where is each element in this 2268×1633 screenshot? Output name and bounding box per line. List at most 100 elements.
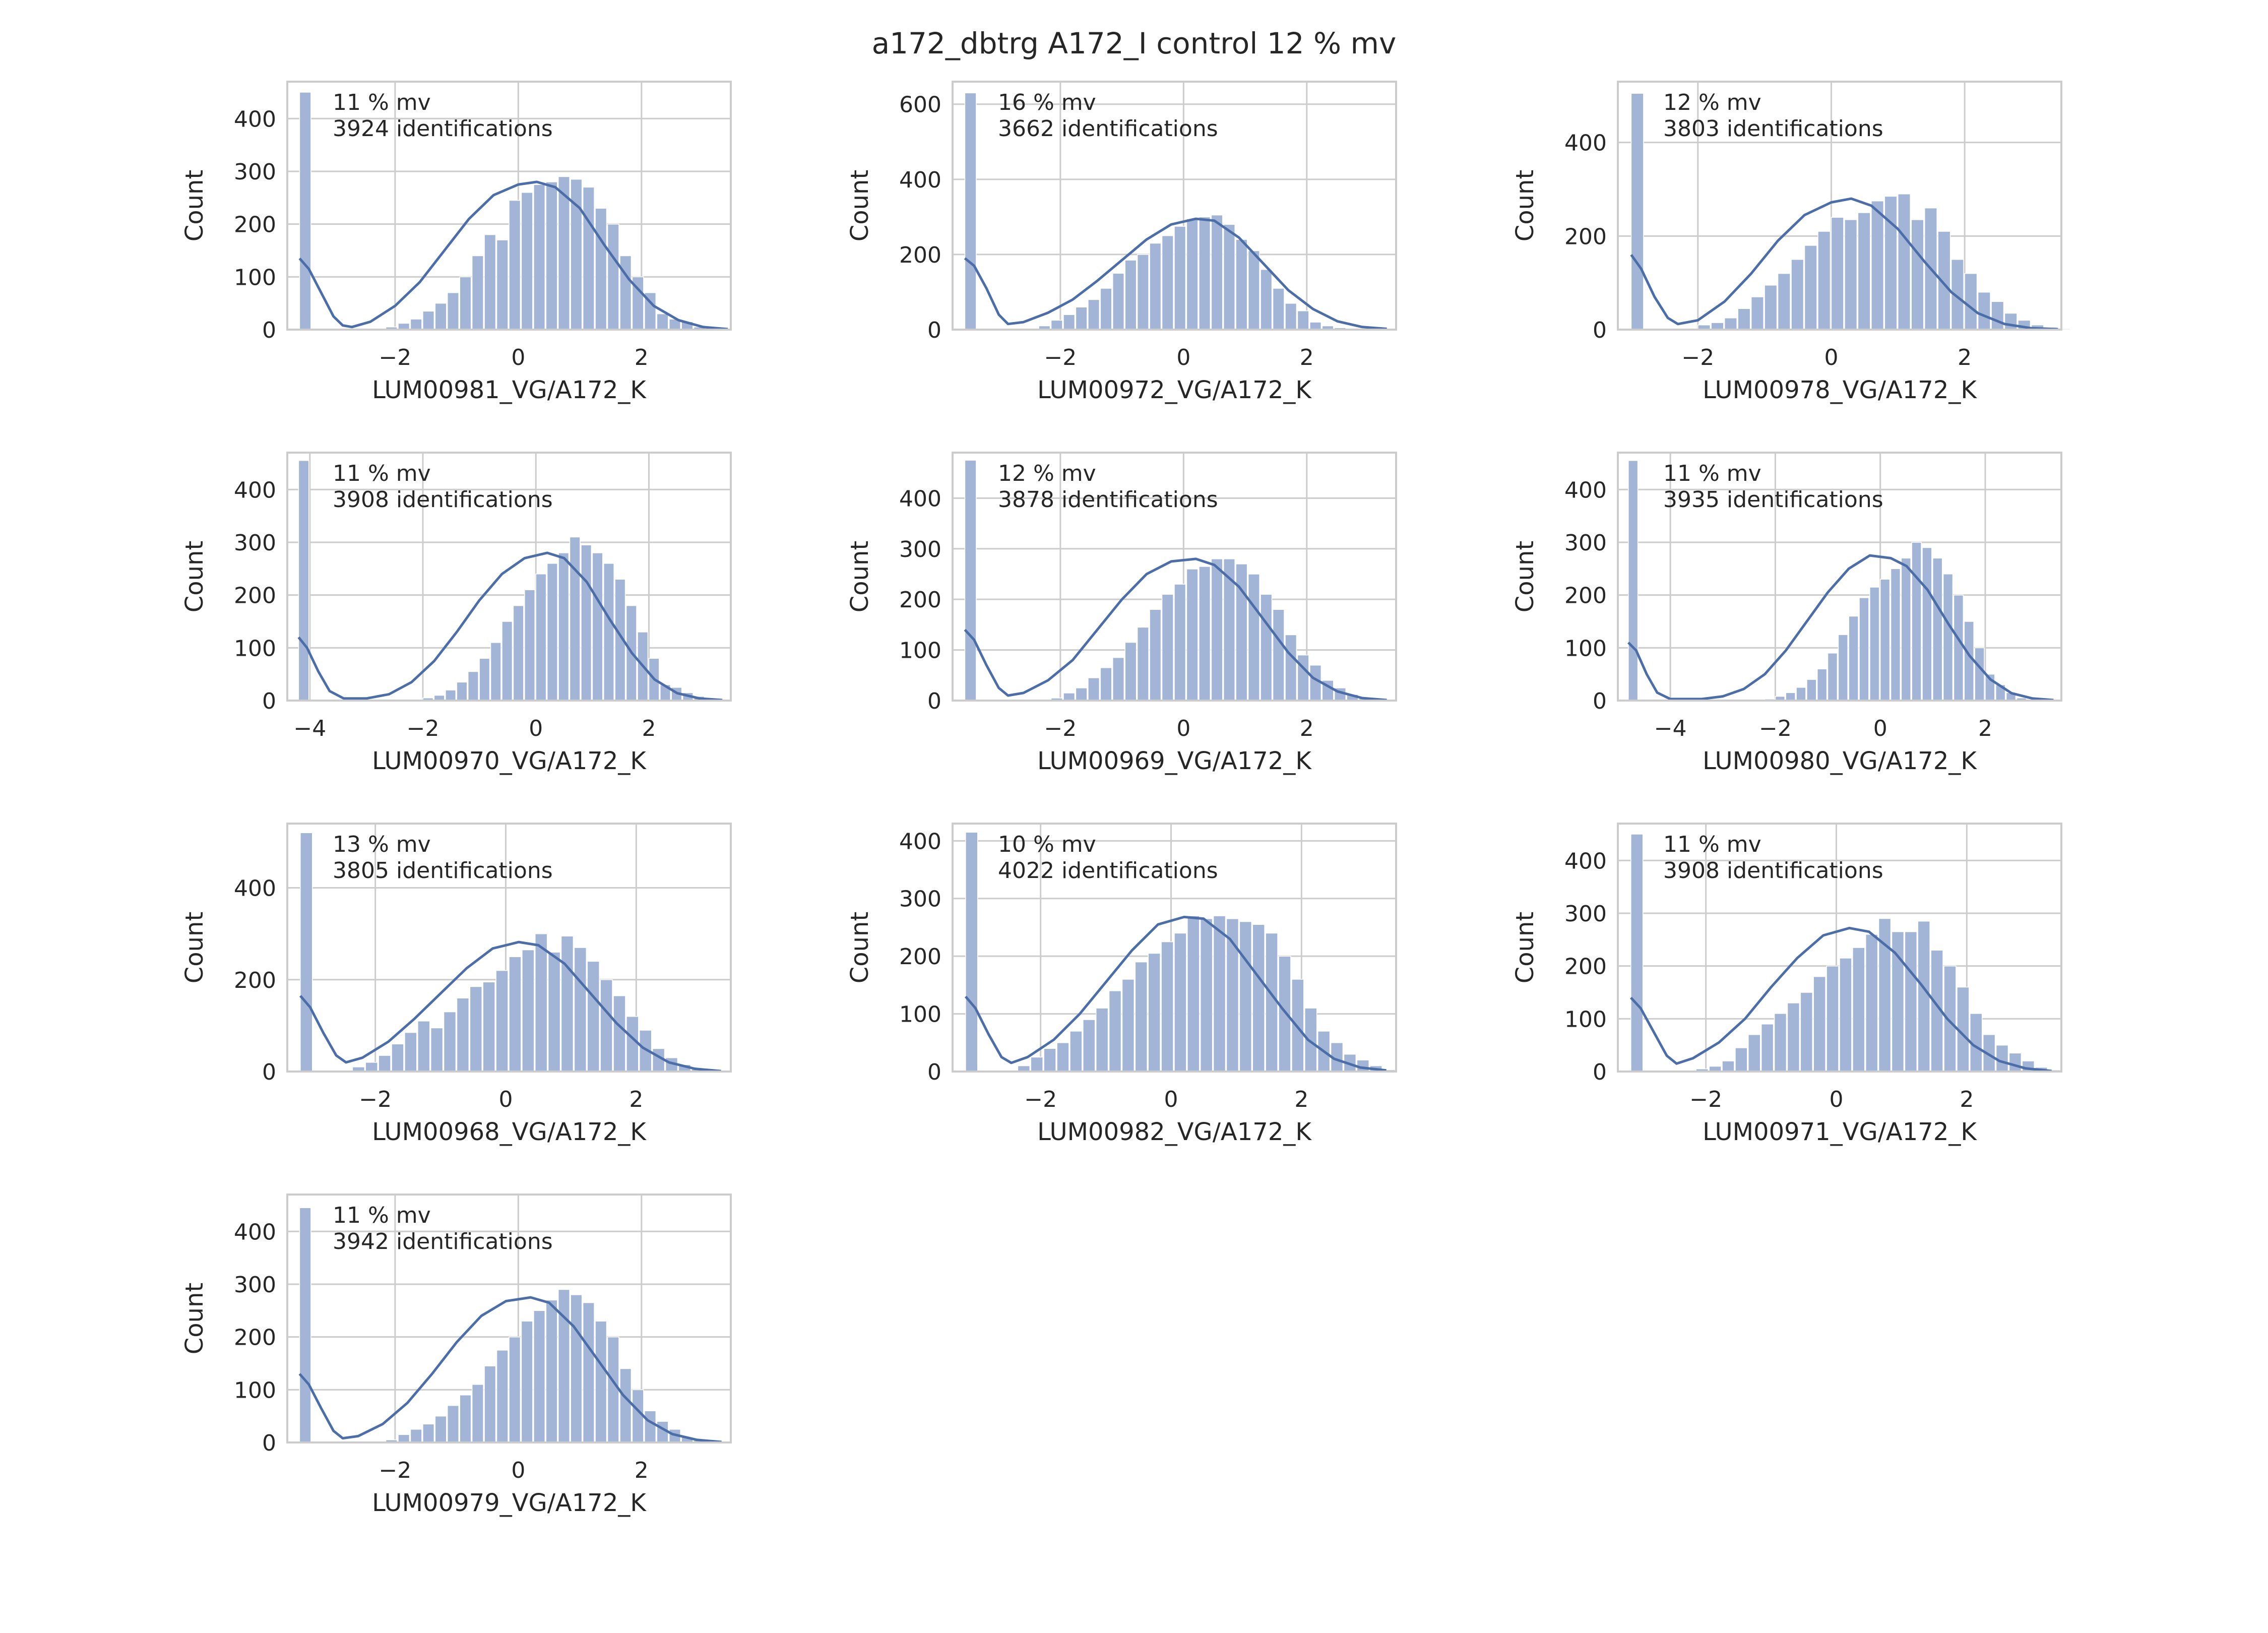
histogram-bar <box>410 319 422 330</box>
x-axis-label: LUM00978_VG/A172_K <box>1703 376 1977 404</box>
histogram-bar <box>1911 219 1924 330</box>
y-tick-label: 300 <box>1564 901 1607 927</box>
histogram-bar <box>1724 318 1737 330</box>
histogram-bar <box>1252 924 1265 1072</box>
axes-frame <box>952 81 1397 331</box>
x-tick-label: 0 <box>1830 1087 1844 1112</box>
y-axis-label: Count <box>180 912 209 984</box>
y-tick-label: 400 <box>234 106 276 132</box>
histogram-bar <box>484 234 496 330</box>
panel-annotation: 3908 identifications <box>333 487 553 513</box>
histogram-bar <box>417 1021 430 1072</box>
panel-annotation: 3803 identifications <box>1663 116 1883 142</box>
histogram-bar <box>644 1410 657 1443</box>
panel-annotation: 3924 identifications <box>333 116 553 142</box>
histogram-bar <box>521 192 533 330</box>
y-tick-label: 400 <box>234 477 276 503</box>
kde-line <box>299 940 721 1073</box>
histogram-bar <box>1817 231 1831 330</box>
histogram-bar <box>1272 288 1285 330</box>
histogram-bar <box>1917 920 1930 1072</box>
kde-line <box>1630 197 2058 331</box>
histogram-bar <box>1247 574 1260 701</box>
histogram-bar <box>1869 587 1880 701</box>
histogram-bar <box>547 952 561 1072</box>
x-tick-label: 0 <box>511 345 525 370</box>
histogram-bar <box>1942 574 1954 701</box>
histogram-bar <box>1871 200 1884 330</box>
y-tick-label: 0 <box>1593 1059 1607 1085</box>
histogram-bar <box>422 1423 435 1443</box>
x-tick-label: 2 <box>1294 1087 1308 1112</box>
x-tick-label: 0 <box>1164 1087 1178 1112</box>
y-tick-label: 100 <box>234 1377 276 1403</box>
histogram-bar <box>496 239 509 330</box>
histogram-bar <box>1174 226 1186 330</box>
y-tick-label: 200 <box>899 944 941 970</box>
histogram-bar <box>1161 594 1174 701</box>
histogram-bar <box>1737 308 1751 330</box>
histogram-bar <box>1108 990 1122 1072</box>
x-tick-label: −4 <box>293 716 326 741</box>
y-tick-label: 600 <box>899 92 941 118</box>
histogram-bar <box>1760 1024 1774 1072</box>
panel-annotation: 12 % mv <box>998 461 1096 486</box>
histogram-bar <box>1297 310 1309 330</box>
histogram-bar <box>1748 1034 1761 1072</box>
x-axis-label: LUM00968_VG/A172_K <box>372 1118 647 1146</box>
histogram-bar <box>1239 921 1252 1072</box>
histogram-bar <box>1124 260 1137 330</box>
histogram-bar <box>1309 664 1322 701</box>
y-tick-label: 400 <box>899 486 941 512</box>
histogram-bar <box>1199 566 1211 701</box>
y-tick-label: 200 <box>234 968 276 993</box>
histogram-bar <box>1112 273 1124 330</box>
y-tick-label: 100 <box>899 638 941 664</box>
y-tick-label: 400 <box>1564 477 1607 503</box>
x-tick-label: 2 <box>1300 345 1314 370</box>
histogram-bar <box>434 1415 447 1443</box>
histogram-bar <box>1223 224 1235 330</box>
panel-annotation: 3662 identifications <box>998 116 1218 142</box>
histogram-bar <box>626 1016 639 1072</box>
y-tick-label: 300 <box>234 530 276 556</box>
histogram-bar <box>1148 953 1161 1072</box>
y-tick-label: 400 <box>234 876 276 902</box>
histogram-bar <box>1857 212 1871 330</box>
y-tick-label: 300 <box>899 887 941 912</box>
histogram-bar <box>495 970 509 1072</box>
y-tick-label: 400 <box>234 1219 276 1245</box>
histogram-bar <box>1069 1031 1083 1072</box>
histogram-bar <box>1149 609 1162 701</box>
kde-line <box>964 915 1387 1072</box>
histogram-bar <box>1848 615 1859 701</box>
histogram-bar <box>1297 654 1309 701</box>
y-axis-label: Count <box>846 912 874 984</box>
x-axis-label: LUM00969_VG/A172_K <box>1037 747 1312 775</box>
histogram-bar <box>1764 285 1778 330</box>
kde-line <box>298 180 728 331</box>
histogram-bar <box>1124 642 1137 701</box>
histogram-bar <box>1088 677 1100 701</box>
histogram-bar <box>574 947 587 1072</box>
histogram-bar <box>1953 594 1964 701</box>
histogram-bar <box>1135 961 1148 1072</box>
histogram-bar <box>1063 314 1076 330</box>
histogram-bar <box>1309 322 1322 330</box>
histogram-bar <box>613 995 626 1072</box>
x-tick-label: 2 <box>1300 716 1314 741</box>
axes-frame <box>952 823 1397 1073</box>
x-tick-label: 0 <box>499 1087 513 1112</box>
panel-annotation: 10 % mv <box>998 832 1096 857</box>
histogram-bar <box>521 1321 533 1443</box>
histogram-bar <box>298 460 309 701</box>
panel-annotation: 3942 identifications <box>333 1229 553 1254</box>
x-tick-label: 2 <box>635 345 649 370</box>
histogram-bar <box>560 935 574 1072</box>
x-tick-label: 0 <box>511 1458 525 1483</box>
histogram-bar <box>410 1429 422 1443</box>
histogram-bar <box>1095 1008 1109 1072</box>
axes-frame <box>1617 81 2062 331</box>
histogram-panel-1: 0 100 200 300 400 −2 0 2 LUM00981_VG/A172_K Count… <box>180 81 732 404</box>
histogram-bar <box>509 200 521 330</box>
